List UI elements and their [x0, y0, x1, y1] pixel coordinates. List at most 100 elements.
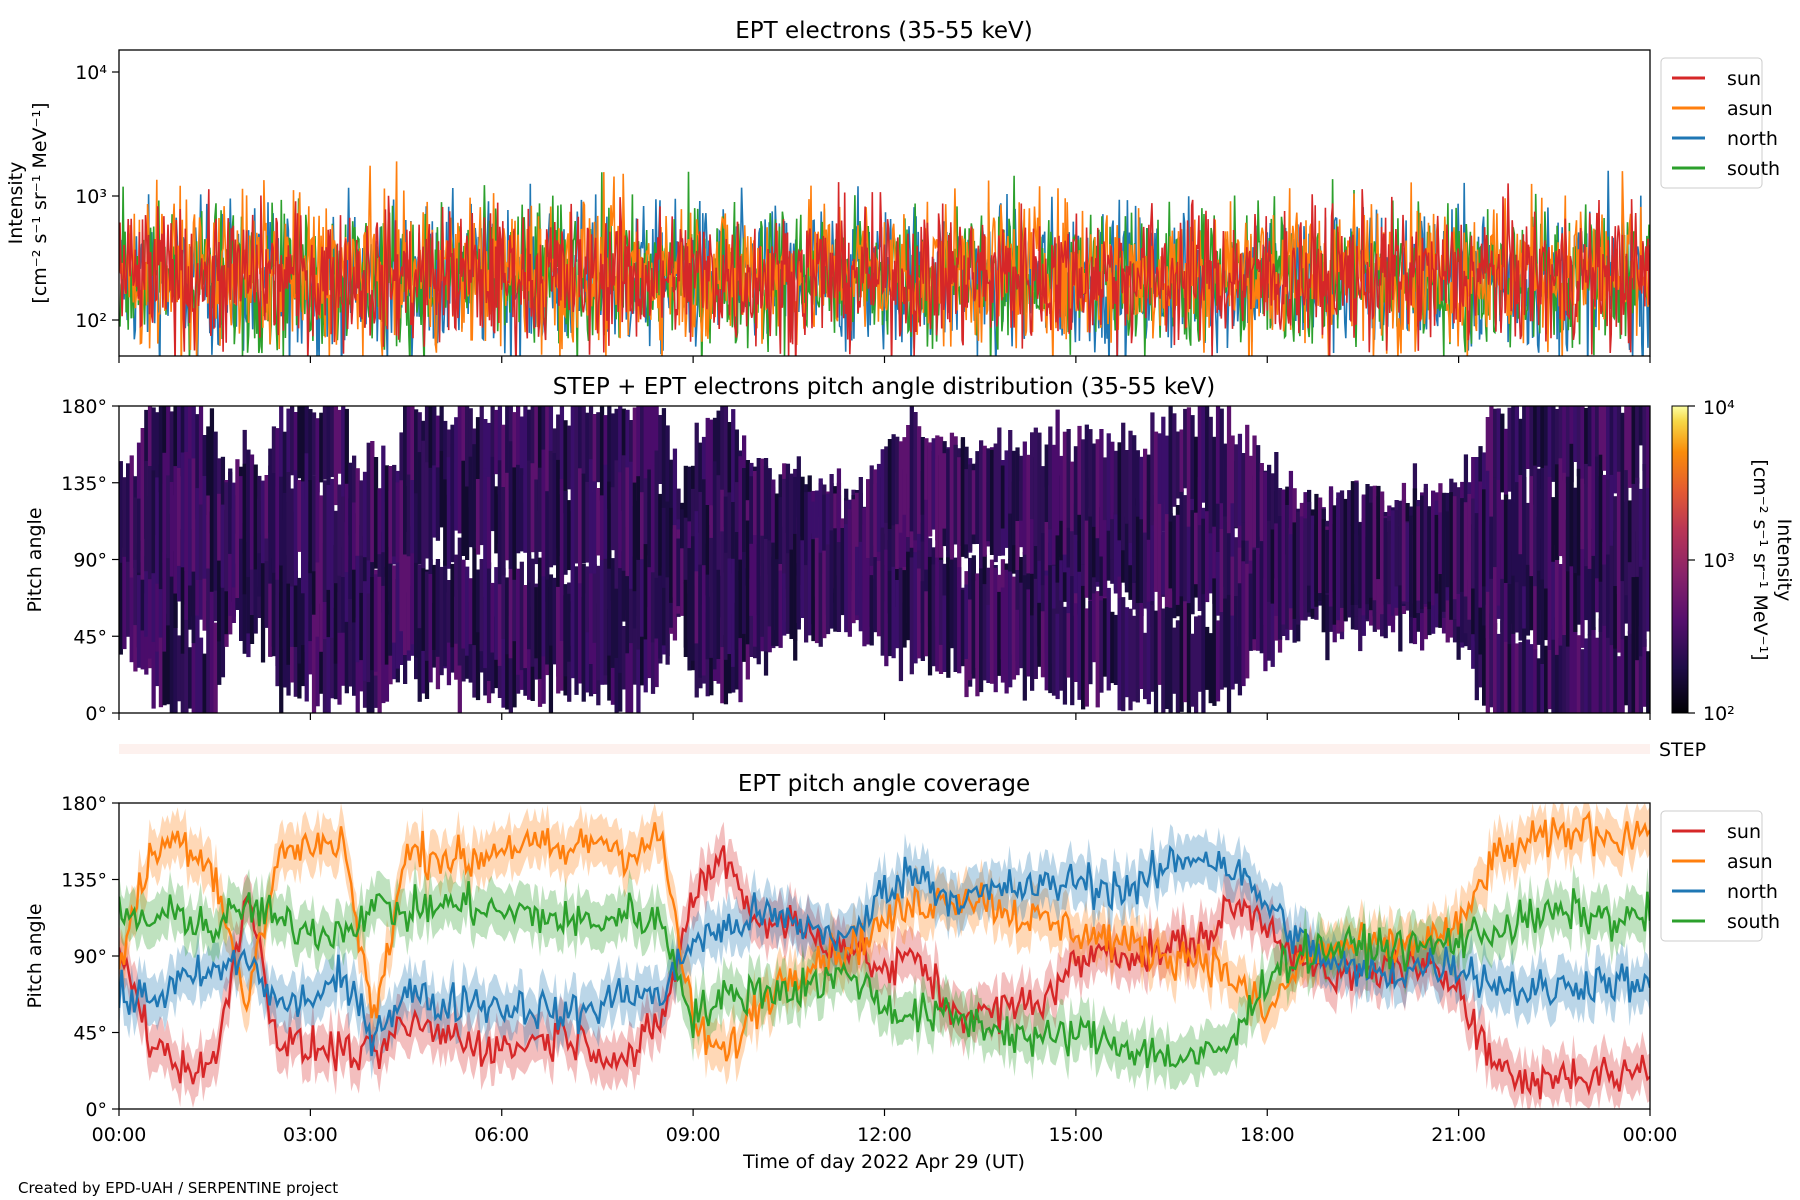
heatmap-cell: [341, 547, 346, 633]
heatmap-cell: [483, 559, 488, 669]
heatmap-cell: [1051, 547, 1057, 664]
heatmap-cell: [166, 475, 171, 559]
heatmap-cell: [698, 492, 703, 616]
heatmap-cell: [953, 557, 958, 672]
heatmap-cell: [352, 455, 357, 541]
heatmap-cell: [975, 451, 980, 544]
heatmap-cell: [1175, 431, 1181, 499]
heatmap-cell: [1015, 447, 1020, 521]
heatmap-cell: [352, 502, 357, 570]
heatmap-cell: [475, 592, 481, 701]
heatmap-cell: [1609, 406, 1614, 488]
heatmap-cell: [155, 623, 160, 687]
heatmap-cell: [333, 545, 339, 664]
heatmap-cell: [246, 449, 251, 578]
heatmap-cell: [253, 464, 258, 570]
heatmap-cell: [1522, 477, 1527, 587]
heatmap-cell: [443, 420, 448, 501]
heatmap-cell: [1536, 658, 1541, 713]
heatmap-cell: [279, 564, 284, 638]
heatmap-cell: [723, 496, 729, 573]
heatmap-cell: [151, 545, 156, 642]
heatmap-cell: [260, 534, 266, 663]
heatmap-cell: [195, 414, 200, 520]
heatmap-cell: [658, 530, 663, 659]
heatmap-cell: [884, 549, 889, 667]
heatmap-cell: [1044, 575, 1049, 691]
heatmap-cell: [1150, 412, 1155, 526]
heatmap-cell: [523, 474, 528, 553]
heatmap-cell: [151, 470, 156, 574]
heatmap-cell: [931, 438, 936, 530]
heatmap-cell: [1026, 457, 1031, 524]
heatmap-cell: [1638, 541, 1644, 657]
heatmap-cell: [392, 464, 397, 557]
panel2-ylabel: Pitch angle: [24, 507, 46, 612]
heatmap-cell: [1128, 608, 1133, 711]
heatmap-cell: [836, 542, 842, 632]
heatmap-cell: [435, 559, 441, 657]
heatmap-cell: [133, 558, 138, 626]
panel3-legend[interactable]: sun asun north south: [1660, 810, 1780, 942]
heatmap-cell: [1496, 408, 1501, 509]
heatmap-cell: [191, 458, 196, 572]
heatmap-cell: [855, 492, 860, 586]
panel3-ytick: 180°: [61, 793, 107, 815]
heatmap-cell: [650, 543, 656, 643]
heatmap-cell: [1565, 645, 1571, 713]
heatmap-cell: [322, 480, 328, 602]
heatmap-cell: [1507, 533, 1512, 645]
heatmap-cell: [1259, 541, 1264, 619]
heatmap-cell: [1547, 637, 1552, 710]
heatmap-cell: [701, 565, 707, 676]
heatmap-cell: [1529, 644, 1534, 713]
heatmap-cell: [548, 406, 554, 496]
heatmap-cell: [1113, 450, 1119, 515]
heatmap-cell: [592, 414, 597, 493]
heatmap-cell: [1051, 444, 1057, 565]
heatmap-cell: [1088, 600, 1093, 685]
panel1-ytick-1000: 10³: [75, 186, 107, 208]
heatmap-cell: [228, 543, 233, 616]
panel-coverage: EPT pitch angle coverage 0° 45° 90° 135° 180…: [24, 771, 1780, 1121]
heatmap-cell: [1325, 536, 1330, 661]
heatmap-cell: [1146, 601, 1151, 705]
heatmap-cell: [898, 567, 904, 682]
heatmap-cell: [1274, 452, 1279, 574]
heatmap-cell: [640, 492, 645, 560]
heatmap-cell: [1113, 614, 1119, 685]
heatmap-cell: [1460, 498, 1465, 592]
heatmap-cell: [1164, 435, 1170, 515]
heatmap-cell: [585, 593, 590, 693]
heatmap-cell: [1595, 456, 1600, 579]
heatmap-cell: [818, 552, 823, 647]
heatmap-cell: [1482, 489, 1487, 587]
heatmap-cell: [443, 479, 448, 566]
heatmap-cell: [1642, 639, 1647, 707]
heatmap-cell: [712, 461, 718, 585]
heatmap-cell: [763, 466, 769, 586]
heatmap-cell: [1416, 506, 1421, 601]
heatmap-cell: [1478, 481, 1483, 608]
heatmap-cell: [1124, 607, 1130, 698]
heatmap-cell: [191, 529, 196, 644]
heatmap-cell: [537, 557, 543, 679]
heatmap-cell: [1015, 556, 1020, 661]
heatmap-cell: [414, 493, 419, 563]
heatmap-cell: [494, 486, 499, 554]
heatmap-cell: [213, 622, 218, 713]
heatmap-cell: [286, 408, 291, 503]
heatmap-cell: [1256, 547, 1261, 651]
panel1-legend[interactable]: sun asun north south: [1660, 57, 1780, 189]
heatmap-cell: [1591, 529, 1596, 630]
step-strip: STEP: [119, 739, 1706, 761]
heatmap-cell: [126, 552, 131, 637]
heatmap-cell: [501, 568, 506, 639]
heatmap-cell: [1194, 512, 1199, 585]
heatmap-cell: [800, 540, 805, 618]
panel3-band-south: [119, 857, 1650, 1092]
heatmap-cell: [1576, 468, 1582, 576]
heatmap-cell: [1267, 464, 1272, 556]
heatmap-cell: [1030, 533, 1035, 662]
heatmap-cell: [126, 463, 131, 562]
